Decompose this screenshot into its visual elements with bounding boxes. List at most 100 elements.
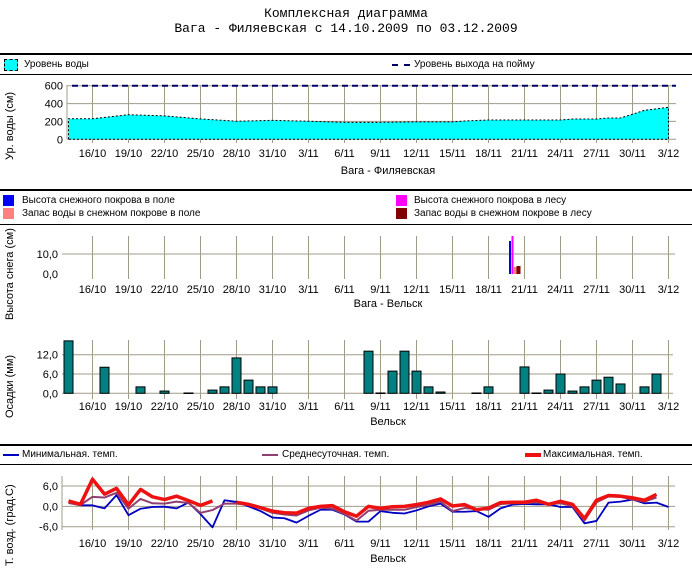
x-tick-label: 31/10	[259, 538, 287, 550]
x-tick-label: 15/11	[439, 401, 466, 413]
x-tick-label: 3/11	[298, 538, 319, 550]
precip-bar	[63, 340, 74, 394]
temp-line-min	[68, 494, 669, 529]
x-tick-label: 3/12	[658, 538, 679, 550]
min-temp-line-icon	[3, 454, 19, 456]
precip-bar	[483, 386, 494, 394]
precip-bar	[579, 386, 590, 394]
legend-water-level: Уровень воды	[24, 59, 89, 70]
snow-bar	[513, 267, 517, 274]
precip-bar	[375, 392, 386, 394]
x-axis-title: Вельск	[370, 416, 406, 428]
avg-temp-line-icon	[262, 454, 278, 456]
x-tick-label: 19/10	[115, 538, 143, 550]
x-tick-label: 6/11	[334, 401, 355, 413]
snow-bar	[516, 266, 521, 274]
precip-bar	[555, 373, 566, 394]
legend-avg-temp: Среднесуточная. темп.	[282, 449, 390, 460]
precip-bar	[567, 390, 578, 394]
x-tick-label: 24/11	[547, 401, 574, 413]
x-tick-label: 18/11	[475, 538, 502, 550]
x-tick-label: 12/11	[403, 401, 430, 413]
precip-bar	[219, 386, 230, 394]
x-tick-label: 3/12	[658, 401, 679, 413]
section-divider	[0, 53, 692, 55]
precip-bar	[615, 383, 626, 394]
precip-bar	[99, 366, 110, 394]
precip-bar	[135, 386, 146, 394]
precip-bar	[399, 350, 410, 394]
precip-bar	[387, 370, 398, 394]
x-tick-label: 3/11	[298, 401, 319, 413]
floodplain-line-icon	[392, 64, 410, 66]
y-tick-label: 600	[45, 81, 63, 93]
x-tick-label: 6/11	[334, 284, 355, 296]
y-tick-label: 6,0	[43, 481, 58, 493]
x-tick-label: 9/11	[370, 401, 391, 413]
x-tick-label: 21/11	[511, 401, 538, 413]
x-tick-label: 31/10	[259, 148, 287, 160]
y-tick-label: 0,0	[43, 388, 58, 400]
legend-min-temp: Минимальная. темп.	[22, 449, 118, 460]
snow-forest-swatch-icon	[396, 195, 407, 206]
legend-snow-field: Высота снежного покрова в поле	[22, 195, 175, 206]
precip-bar	[363, 350, 374, 394]
x-tick-label: 27/11	[583, 538, 610, 550]
x-tick-label: 22/10	[151, 284, 179, 296]
x-tick-label: 25/10	[187, 538, 215, 550]
x-tick-label: 18/11	[475, 401, 502, 413]
snow-bar	[511, 236, 514, 274]
precip-bar	[207, 389, 218, 394]
precip-bar	[231, 357, 242, 394]
x-tick-label: 18/11	[475, 148, 502, 160]
x-tick-label: 21/11	[511, 148, 538, 160]
x-tick-label: 21/11	[511, 538, 538, 550]
x-tick-label: 27/11	[583, 284, 610, 296]
x-tick-label: 9/11	[370, 284, 391, 296]
x-tick-label: 12/11	[403, 538, 430, 550]
x-tick-label: 3/11	[298, 284, 319, 296]
x-tick-label: 19/10	[115, 148, 143, 160]
legend-swe-field: Запас воды в снежном покрове в поле	[22, 208, 201, 219]
x-tick-label: 18/11	[475, 284, 502, 296]
x-tick-label: 25/10	[187, 148, 215, 160]
legend-max-temp: Максимальная. темп.	[543, 449, 643, 460]
x-tick-label: 22/10	[151, 538, 179, 550]
temp-line-max	[68, 477, 214, 508]
precip-bar	[435, 391, 446, 394]
x-axis-title: Вага - Вельск	[354, 298, 423, 310]
precip-bar	[267, 386, 278, 394]
temp-line-max	[236, 492, 658, 521]
precip-bar	[471, 392, 482, 394]
precip-bar	[183, 392, 194, 394]
water-level-swatch-icon	[4, 59, 18, 71]
x-tick-label: 16/10	[79, 148, 107, 160]
precip-bar	[411, 370, 422, 394]
precip-bar	[519, 366, 530, 394]
x-axis-title: Вельск	[370, 553, 406, 565]
precip-bar	[543, 389, 554, 394]
x-tick-label: 9/11	[370, 148, 391, 160]
x-tick-label: 24/11	[547, 284, 574, 296]
y-tick-label: -6,0	[39, 522, 58, 534]
precip-bar	[603, 376, 614, 394]
x-tick-label: 12/11	[403, 148, 430, 160]
x-tick-label: 31/10	[259, 401, 287, 413]
legend-floodplain-level: Уровень выхода на пойму	[414, 59, 535, 70]
precip-bar	[651, 373, 662, 394]
max-temp-line-icon	[525, 453, 541, 457]
x-tick-label: 6/11	[334, 538, 355, 550]
y-tick-label: 0,0	[43, 501, 58, 513]
x-tick-label: 27/11	[583, 148, 610, 160]
legend-divider	[0, 224, 692, 225]
x-tick-label: 28/10	[223, 538, 251, 550]
precip-bar	[639, 386, 650, 394]
precip-bar	[423, 386, 434, 394]
precip-bar	[531, 392, 542, 394]
y-tick-label: 12,0	[37, 350, 58, 362]
x-tick-label: 25/10	[187, 401, 215, 413]
x-tick-label: 15/11	[439, 538, 466, 550]
y-tick-label: 0,0	[43, 269, 58, 281]
y-tick-label: 6,0	[43, 369, 58, 381]
